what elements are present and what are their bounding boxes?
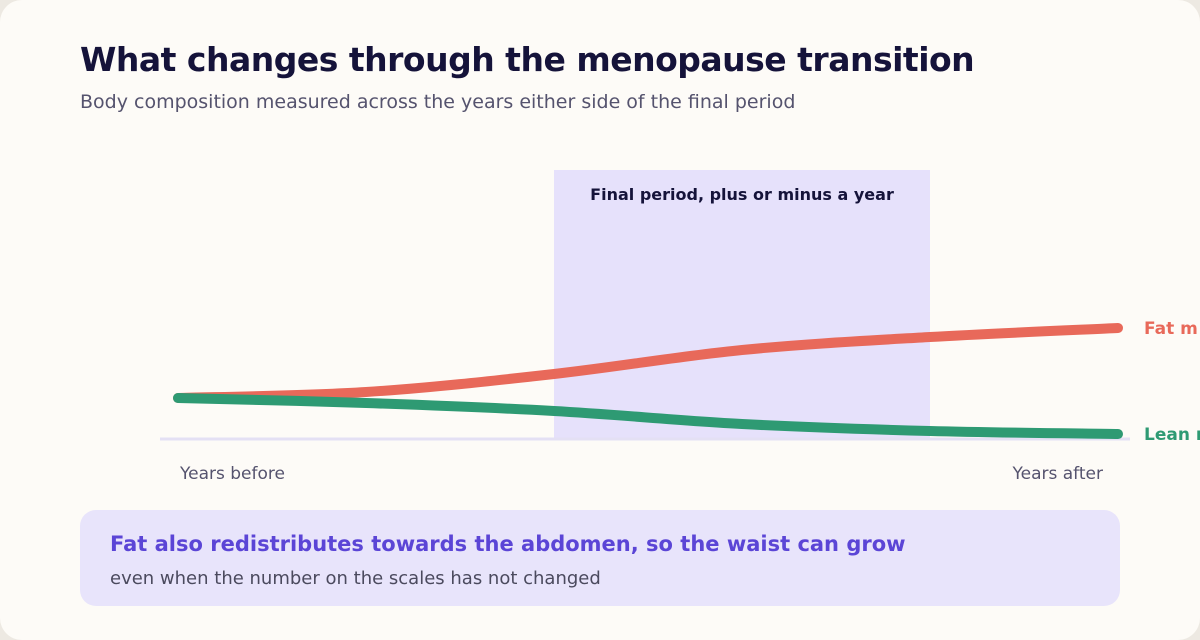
series-label-lean-mass: Lean m	[1144, 425, 1200, 445]
insight-callout: Fat also redistributes towards the abdom…	[80, 510, 1120, 606]
series-line-fat-mass	[173, 323, 1123, 403]
callout-headline: Fat also redistributes towards the abdom…	[110, 532, 906, 556]
x-tick-label-years-after: Years after	[1012, 464, 1103, 484]
page-subtitle: Body composition measured across the yea…	[80, 91, 796, 113]
line-chart: Final period, plus or minus a year Fat m…	[160, 170, 1200, 484]
final-period-band	[554, 170, 930, 440]
series-line-lean-mass	[173, 393, 1123, 439]
series-label-fat-mass: Fat m	[1144, 319, 1198, 339]
callout-subtext: even when the number on the scales has n…	[110, 568, 601, 589]
page-title: What changes through the menopause trans…	[80, 40, 975, 79]
x-tick-label-years-before: Years before	[179, 464, 285, 484]
final-period-band-label: Final period, plus or minus a year	[590, 185, 894, 204]
